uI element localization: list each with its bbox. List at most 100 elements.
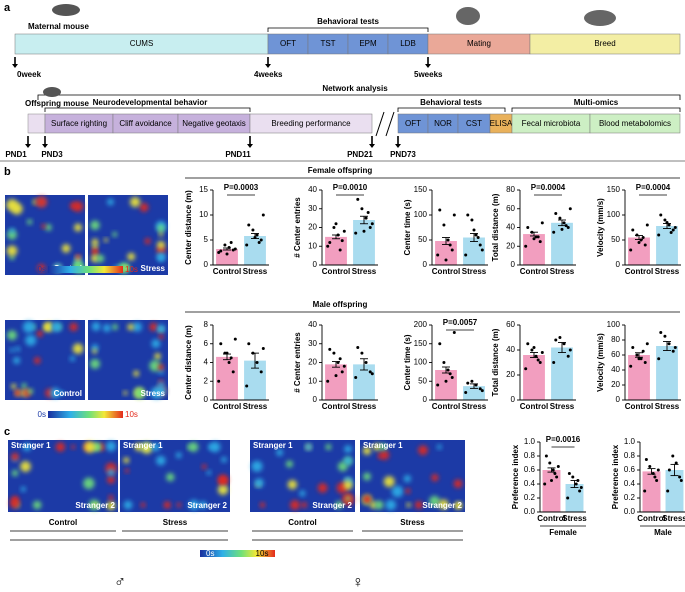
timeline-segment: [529, 33, 681, 55]
data-point: [444, 379, 448, 383]
y-tick-label: 40: [506, 223, 515, 232]
y-tick-label: 0.8: [524, 451, 536, 460]
heatmap-label: Stress: [141, 389, 166, 398]
mouse-icon: [456, 7, 480, 25]
heat-spot: [362, 446, 372, 455]
y-tick-label: 60: [611, 350, 620, 359]
bar: [665, 470, 684, 512]
heat-spot: [405, 488, 411, 494]
heat-spot: [383, 476, 395, 488]
heat-spot: [343, 480, 353, 490]
timeline-label: Fecal microbiota: [522, 119, 581, 128]
y-tick-label: 60: [506, 320, 515, 329]
data-point: [342, 364, 346, 368]
data-point: [328, 347, 332, 351]
data-point: [648, 465, 652, 468]
heatmap: [360, 440, 465, 512]
heat-spot: [11, 469, 19, 477]
data-point: [470, 379, 474, 383]
heat-spot: [26, 219, 33, 225]
heat-spot: [188, 442, 199, 452]
data-point: [245, 243, 249, 247]
data-point: [666, 489, 670, 493]
data-point: [562, 342, 566, 346]
data-point: [340, 239, 344, 243]
heat-spot: [107, 475, 115, 484]
timeline-label: NOR: [434, 119, 452, 128]
x-tick-label: Control: [432, 402, 460, 411]
bar: [244, 360, 266, 400]
y-axis-label: Center distance (m): [184, 190, 193, 265]
arrow-head: [395, 144, 401, 148]
data-point: [354, 231, 358, 235]
bar: [628, 355, 650, 400]
heat-spot: [129, 196, 141, 208]
heat-spot: [156, 240, 166, 250]
pnd-label: PND11: [225, 150, 251, 159]
heat-spot: [106, 501, 116, 511]
data-point: [678, 475, 682, 479]
y-tick-label: 4: [204, 358, 209, 367]
data-point: [635, 233, 639, 237]
timeline-label: CUMS: [130, 39, 154, 48]
data-point: [227, 246, 231, 249]
heat-spot: [144, 238, 151, 245]
x-tick-label: Control: [432, 267, 460, 276]
data-point: [639, 238, 643, 242]
color-scale: [48, 411, 123, 418]
data-point: [332, 351, 336, 355]
y-tick-label: 0: [313, 260, 318, 269]
heat-spot: [208, 443, 215, 451]
stranger-label: Stranger 2: [422, 501, 462, 510]
x-tick-label: Stress: [243, 267, 268, 276]
y-tick-label: 20: [506, 241, 515, 250]
bracket-label: Network analysis: [322, 84, 388, 93]
stranger-label: Stranger 2: [75, 501, 115, 510]
heat-spot: [84, 441, 96, 453]
y-tick-label: 60: [506, 204, 515, 213]
data-point: [566, 354, 570, 358]
y-tick-label: 0.0: [524, 507, 536, 516]
data-point: [231, 370, 235, 374]
data-point: [560, 227, 564, 231]
y-tick-label: 20: [308, 223, 317, 232]
data-point: [643, 361, 647, 364]
heat-spot: [251, 460, 263, 472]
data-point: [558, 216, 562, 220]
data-point: [667, 342, 671, 346]
y-tick-label: 100: [414, 210, 428, 219]
timeline-label: TST: [320, 39, 335, 48]
data-point: [326, 379, 330, 383]
heat-spot: [92, 244, 98, 250]
bar: [216, 356, 238, 400]
data-point: [356, 346, 360, 349]
heat-spot: [69, 355, 76, 362]
mouse-icon: [52, 4, 80, 16]
x-tick-label: Stress: [550, 402, 575, 411]
heat-spot: [15, 346, 21, 352]
heat-spot: [139, 202, 149, 212]
y-tick-label: 40: [308, 320, 317, 329]
heat-spot: [140, 502, 146, 508]
heat-spot: [35, 196, 48, 208]
scale-label: 0s: [38, 265, 46, 274]
heat-spot: [385, 499, 397, 511]
heat-spot: [158, 368, 164, 375]
heat-spot: [9, 498, 20, 509]
data-point: [659, 331, 663, 334]
arrow-head: [369, 144, 375, 148]
p-value: P=0.0004: [531, 183, 566, 192]
y-tick-label: 20: [308, 358, 317, 367]
data-point: [568, 207, 572, 211]
data-point: [639, 357, 643, 361]
y-tick-label: 6: [204, 339, 209, 348]
heat-spot: [13, 356, 21, 364]
heat-spot: [325, 444, 332, 450]
x-tick-label: Control: [625, 402, 653, 411]
heat-spot: [217, 484, 229, 496]
heat-spot: [431, 474, 439, 482]
heat-spot: [453, 479, 463, 488]
y-tick-label: 150: [607, 185, 621, 194]
heat-spot: [149, 322, 158, 332]
bracket-label: Neurodevelopmental behavior: [93, 98, 208, 107]
